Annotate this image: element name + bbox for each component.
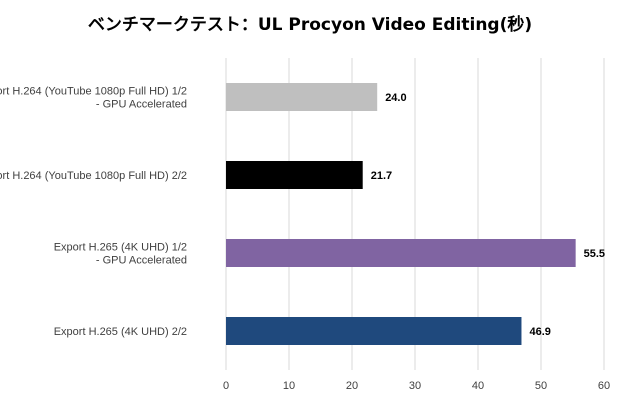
value-label-3: 55.5 <box>584 248 605 260</box>
labels: 0 10 20 30 40 50 60 24.0 Export H.264 (YouTube 1… <box>0 86 610 393</box>
category-label-4: Export H.265 (4K UHD) 2/2 <box>54 326 187 338</box>
category-label-2: Export H.264 (YouTube 1080p Full HD) 2/2 <box>0 170 187 182</box>
x-tick-label-20: 20 <box>346 380 358 392</box>
bar-4 <box>226 317 522 345</box>
bar-3 <box>226 239 576 267</box>
x-tick-label-30: 30 <box>409 380 421 392</box>
x-tick-label-40: 40 <box>472 380 484 392</box>
x-tick-label-50: 50 <box>535 380 547 392</box>
category-label-3: Export H.265 (4K UHD) 1/2- GPU Accelerat… <box>54 242 187 267</box>
x-tick-label-0: 0 <box>223 380 229 392</box>
x-tick-label-10: 10 <box>283 380 295 392</box>
category-label-1: Export H.264 (YouTube 1080p Full HD) 1/2… <box>0 86 187 111</box>
bar-1 <box>226 83 378 111</box>
x-tick-label-60: 60 <box>598 380 610 392</box>
value-label-4: 46.9 <box>529 326 550 338</box>
chart-title: ベンチマークテスト：UL Procyon Video Editing(秒) <box>87 15 533 35</box>
value-label-1: 24.0 <box>385 92 406 104</box>
value-label-2: 21.7 <box>371 170 392 182</box>
bar-2 <box>226 161 363 189</box>
bars <box>226 83 576 345</box>
